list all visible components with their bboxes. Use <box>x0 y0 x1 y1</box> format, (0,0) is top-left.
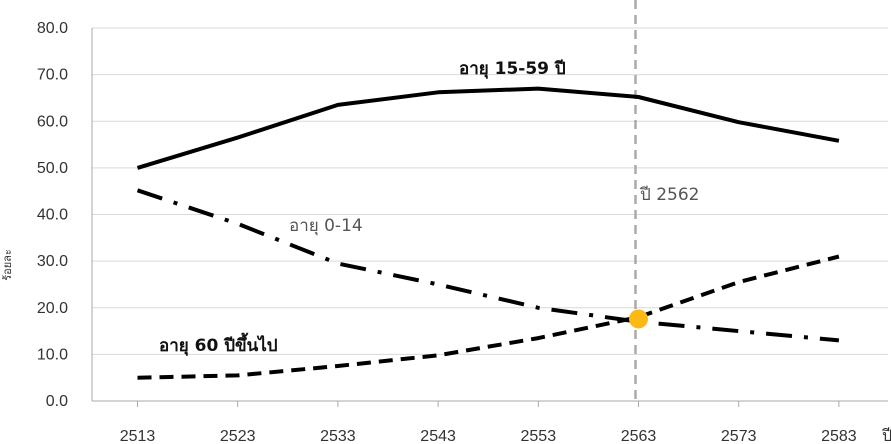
x-tick-label: 2523 <box>220 428 256 444</box>
gridlines <box>91 27 888 402</box>
y-axis-label: ร้อยละ <box>1 249 14 281</box>
y-tick-label: 30.0 <box>37 253 68 270</box>
x-axis-ticks: 2513 2523 2533 2543 2553 2563 2573 2583 <box>120 401 857 444</box>
x-tick-label: 2513 <box>120 428 156 444</box>
y-axis-ticks: 0.0 10.0 20.0 30.0 40.0 50.0 60.0 70.0 80.0 <box>37 20 68 410</box>
y-tick-label: 60.0 <box>37 113 68 130</box>
series-line-0 <box>136 86 840 170</box>
series-label-age-60-plus: อายุ 60 ปีขึ้นไป <box>159 332 278 356</box>
series-line-2 <box>137 254 840 380</box>
annotation-year-2562: ปี 2562 <box>639 185 699 205</box>
x-tick-label: 2533 <box>320 428 356 444</box>
y-tick-label: 80.0 <box>37 20 68 37</box>
series-line-1 <box>136 188 840 343</box>
series-label-age-0-14: อายุ 0-14 <box>289 216 363 236</box>
x-tick-label: 2553 <box>521 428 557 444</box>
intersection-marker <box>629 309 648 329</box>
x-tick-label: 2563 <box>621 428 657 444</box>
x-tick-label: 2543 <box>420 428 456 444</box>
y-tick-label: 20.0 <box>37 300 68 317</box>
y-tick-label: 0.0 <box>46 393 68 410</box>
x-axis-label: ปี <box>882 427 891 444</box>
x-tick-label: 2583 <box>821 428 857 444</box>
y-tick-label: 70.0 <box>37 67 68 84</box>
y-tick-label: 50.0 <box>37 160 68 177</box>
x-tick-label: 2573 <box>721 428 757 444</box>
y-tick-label: 10.0 <box>37 346 68 363</box>
series-label-age-15-59: อายุ 15-59 ปี <box>459 58 566 79</box>
series-lines <box>136 86 840 380</box>
intersection-point <box>629 309 648 329</box>
y-tick-label: 40.0 <box>37 207 68 224</box>
